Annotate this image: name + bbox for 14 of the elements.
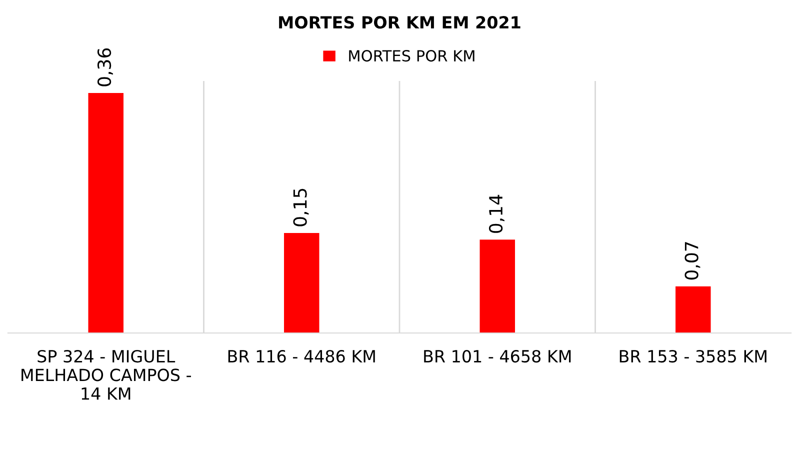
x-tick-label: BR 101 - 4658 KM [424, 350, 571, 363]
x-tick-label: BR 153 - 3585 KM [620, 350, 766, 363]
bar [480, 240, 515, 333]
chart-title: MORTES POR KM EM 2021 [279, 16, 520, 29]
x-tick-label: SP 324 - MIGUEL MELHADO CAMPOS - 14 KM [22, 350, 191, 400]
x-tick-label: BR 116 - 4486 KM [228, 350, 375, 363]
data-label: 0,15 [293, 188, 309, 226]
bar [88, 93, 124, 333]
data-label: 0,36 [97, 48, 113, 86]
legend-label: MORTES POR KM [349, 50, 474, 62]
bar [284, 233, 320, 333]
data-label: 0,07 [684, 242, 700, 280]
bar [676, 286, 711, 333]
data-label: 0,14 [488, 194, 504, 233]
